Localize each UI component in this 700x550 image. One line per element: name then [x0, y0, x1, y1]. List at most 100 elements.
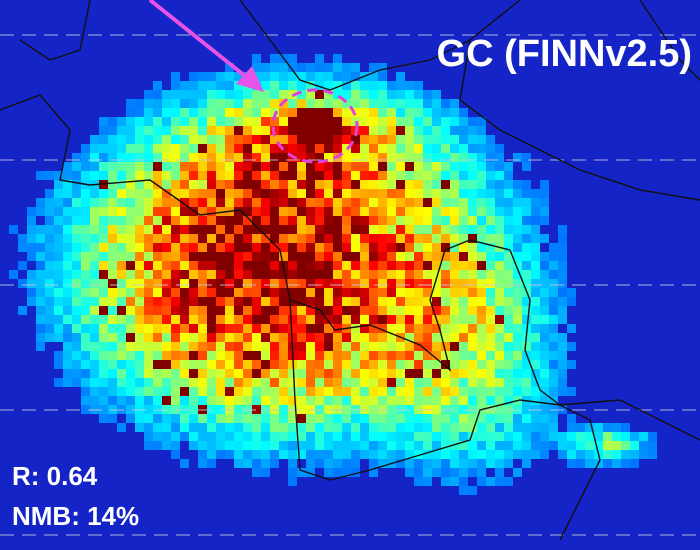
heat-cell	[216, 180, 225, 189]
heat-cell	[126, 360, 135, 369]
heat-cell	[99, 324, 108, 333]
heat-cell	[540, 234, 549, 243]
heat-cell	[90, 396, 99, 405]
heat-cell	[360, 423, 369, 432]
heat-cell	[423, 351, 432, 360]
heat-cell	[387, 387, 396, 396]
heat-cell	[63, 315, 72, 324]
heat-cell	[243, 414, 252, 423]
heat-cell	[306, 216, 315, 225]
heat-cell	[270, 216, 279, 225]
heat-cell	[504, 360, 513, 369]
heat-cell	[225, 180, 234, 189]
heat-cell	[225, 423, 234, 432]
heat-cell	[315, 54, 324, 63]
heat-cell	[126, 297, 135, 306]
heat-cell	[108, 234, 117, 243]
heat-cell	[405, 360, 414, 369]
heat-cell	[504, 225, 513, 234]
heat-cell	[504, 234, 513, 243]
heat-cell	[171, 144, 180, 153]
heat-cell	[378, 441, 387, 450]
heat-cell	[315, 450, 324, 459]
heat-cell	[369, 207, 378, 216]
heat-cell	[81, 216, 90, 225]
heat-cell	[351, 225, 360, 234]
heat-cell	[522, 261, 531, 270]
heat-cell	[342, 252, 351, 261]
heat-cell	[135, 387, 144, 396]
heat-cell	[423, 423, 432, 432]
heat-cell	[405, 288, 414, 297]
heat-cell	[369, 333, 378, 342]
heat-cell	[315, 144, 324, 153]
heat-cell	[288, 261, 297, 270]
heat-cell	[234, 432, 243, 441]
heat-cell	[369, 387, 378, 396]
heat-cell	[315, 180, 324, 189]
heat-cell	[540, 252, 549, 261]
heat-cell	[450, 297, 459, 306]
heat-cell	[540, 423, 549, 432]
heat-cell	[387, 450, 396, 459]
heat-cell	[396, 243, 405, 252]
heat-cell	[549, 432, 558, 441]
heat-cell	[333, 306, 342, 315]
heat-cell	[198, 117, 207, 126]
heat-cell	[495, 234, 504, 243]
heat-cell	[387, 351, 396, 360]
heat-cell	[225, 306, 234, 315]
heat-cell	[459, 297, 468, 306]
heat-cell	[81, 144, 90, 153]
heat-cell	[27, 216, 36, 225]
heat-cell	[396, 288, 405, 297]
heat-cell	[387, 270, 396, 279]
heat-cell	[108, 387, 117, 396]
heat-cell	[279, 342, 288, 351]
heat-cell	[180, 414, 189, 423]
heat-cell	[153, 117, 162, 126]
heat-cell	[162, 117, 171, 126]
heat-cell	[288, 243, 297, 252]
heat-cell	[36, 288, 45, 297]
heat-cell	[207, 162, 216, 171]
heat-cell	[477, 153, 486, 162]
heat-cell	[225, 324, 234, 333]
heat-cell	[423, 162, 432, 171]
heat-cell	[324, 117, 333, 126]
heat-cell	[342, 288, 351, 297]
heat-cell	[522, 369, 531, 378]
heat-cell	[189, 225, 198, 234]
heat-cell	[423, 108, 432, 117]
heat-cell	[378, 270, 387, 279]
heat-cell	[522, 216, 531, 225]
heat-cell	[414, 351, 423, 360]
heat-cell	[315, 315, 324, 324]
heat-cell	[153, 225, 162, 234]
heat-cell	[441, 261, 450, 270]
heat-cell	[252, 387, 261, 396]
heat-cell	[144, 360, 153, 369]
heat-cell	[495, 378, 504, 387]
heat-cell	[540, 315, 549, 324]
heat-cell	[468, 360, 477, 369]
heat-cell	[135, 153, 144, 162]
heat-cell	[513, 216, 522, 225]
heat-cell	[261, 414, 270, 423]
heat-cell	[162, 306, 171, 315]
heat-cell	[369, 297, 378, 306]
heat-cell	[36, 198, 45, 207]
heat-cell	[279, 72, 288, 81]
heat-cell	[315, 360, 324, 369]
heat-cell	[369, 342, 378, 351]
heat-cell	[423, 243, 432, 252]
heat-cell	[495, 216, 504, 225]
heat-cell	[387, 405, 396, 414]
heat-cell	[288, 216, 297, 225]
heat-cell	[252, 198, 261, 207]
heat-cell	[162, 225, 171, 234]
heat-cell	[234, 297, 243, 306]
heat-cell	[72, 225, 81, 234]
heat-cell	[279, 306, 288, 315]
heat-cell	[423, 378, 432, 387]
